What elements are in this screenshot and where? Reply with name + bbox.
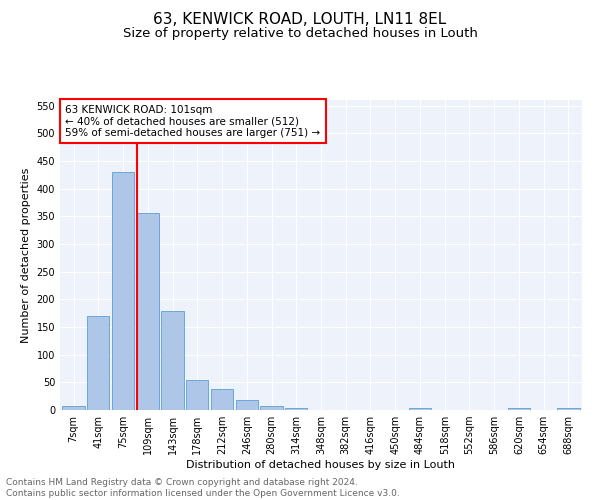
Bar [260, 406, 283, 410]
Bar [87, 316, 109, 410]
Bar [112, 172, 134, 410]
Bar [137, 214, 159, 410]
Text: 63, KENWICK ROAD, LOUTH, LN11 8EL: 63, KENWICK ROAD, LOUTH, LN11 8EL [154, 12, 446, 28]
Bar [557, 408, 580, 410]
Text: Contains HM Land Registry data © Crown copyright and database right 2024.
Contai: Contains HM Land Registry data © Crown c… [6, 478, 400, 498]
Bar [62, 406, 85, 410]
X-axis label: Distribution of detached houses by size in Louth: Distribution of detached houses by size … [187, 460, 455, 470]
Bar [508, 408, 530, 410]
Text: 63 KENWICK ROAD: 101sqm
← 40% of detached houses are smaller (512)
59% of semi-d: 63 KENWICK ROAD: 101sqm ← 40% of detache… [65, 104, 320, 138]
Bar [409, 408, 431, 410]
Bar [186, 380, 208, 410]
Bar [285, 408, 307, 410]
Bar [211, 389, 233, 410]
Bar [236, 400, 258, 410]
Text: Size of property relative to detached houses in Louth: Size of property relative to detached ho… [122, 28, 478, 40]
Y-axis label: Number of detached properties: Number of detached properties [21, 168, 31, 342]
Bar [161, 312, 184, 410]
